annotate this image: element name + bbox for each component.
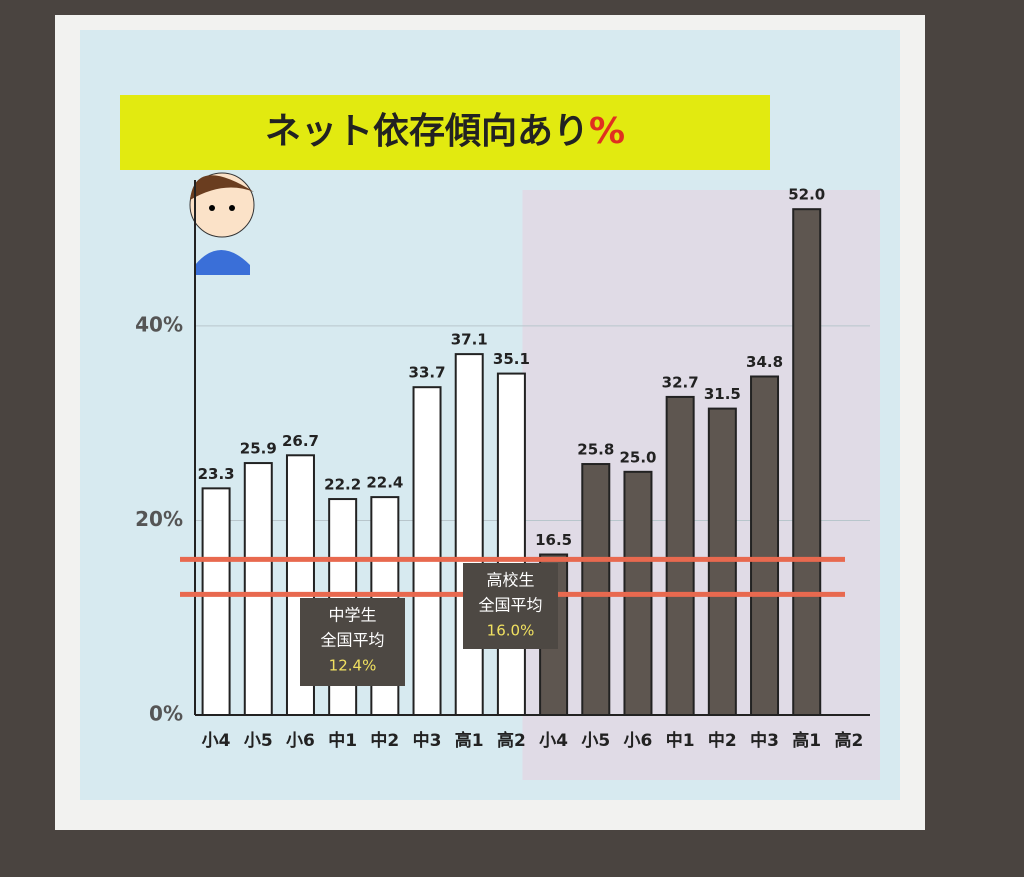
x-tick-label: 高2	[497, 730, 526, 751]
y-tick-label: 40%	[135, 312, 183, 336]
x-tick-label: 小4	[539, 731, 568, 751]
bar	[496, 372, 526, 716]
value-label: 34.8	[746, 353, 783, 371]
x-tick-label: 中3	[750, 730, 779, 751]
value-label: 32.7	[662, 373, 699, 391]
value-label: 25.0	[619, 448, 656, 466]
value-label: 22.4	[366, 474, 403, 492]
x-tick-label: 小6	[286, 731, 315, 751]
value-label: 33.7	[409, 364, 446, 382]
y-tick-label: 0%	[149, 702, 183, 726]
value-label: 31.5	[704, 385, 741, 403]
title-text: ネット依存傾向あり	[265, 111, 589, 152]
value-label: 35.1	[493, 350, 530, 368]
x-tick-label: 小5	[244, 731, 273, 751]
value-label: 37.1	[451, 331, 488, 349]
value-label: 26.7	[282, 432, 319, 450]
annotation-value: 16.0%	[487, 622, 535, 640]
x-tick-label: 小4	[202, 731, 231, 751]
x-tick-label: 高2	[834, 730, 863, 751]
annotation-text: 中学生	[328, 606, 376, 625]
y-tick-label: 20%	[135, 507, 183, 531]
value-label: 23.3	[198, 465, 235, 483]
x-tick-label: 中1	[328, 730, 357, 751]
value-label: 25.9	[240, 440, 277, 458]
x-tick-label: 中2	[708, 730, 737, 751]
bar	[243, 462, 273, 716]
annotation-text: 全国平均	[478, 596, 542, 615]
annotation-box	[300, 598, 405, 686]
annotation-text: 全国平均	[320, 631, 384, 650]
bar	[581, 463, 611, 717]
bar	[792, 208, 822, 716]
bar	[201, 487, 231, 717]
bar	[750, 375, 780, 716]
annotation-text: 高校生	[486, 571, 534, 590]
x-tick-label: 小5	[581, 731, 610, 751]
value-label: 25.8	[577, 441, 614, 459]
bar	[665, 395, 695, 716]
title-bar	[120, 95, 770, 170]
value-label: 16.5	[535, 531, 572, 549]
x-tick-label: 高1	[792, 730, 821, 751]
x-tick-label: 中2	[370, 730, 399, 751]
chart-title: ネット依存傾向あり%	[265, 111, 625, 152]
bar	[412, 386, 442, 716]
value-label: 52.0	[788, 186, 825, 204]
bar	[454, 353, 484, 716]
value-label: 22.2	[324, 476, 361, 494]
x-tick-label: 高1	[455, 730, 484, 751]
x-tick-label: 中3	[413, 730, 442, 751]
boy-icon	[189, 172, 255, 275]
annotation-box	[463, 563, 558, 649]
group-background	[522, 190, 880, 780]
x-tick-label: 小6	[624, 731, 653, 751]
x-tick-label: 中1	[666, 730, 695, 751]
annotation-value: 12.4%	[329, 657, 377, 675]
title-unit: %	[589, 111, 625, 152]
